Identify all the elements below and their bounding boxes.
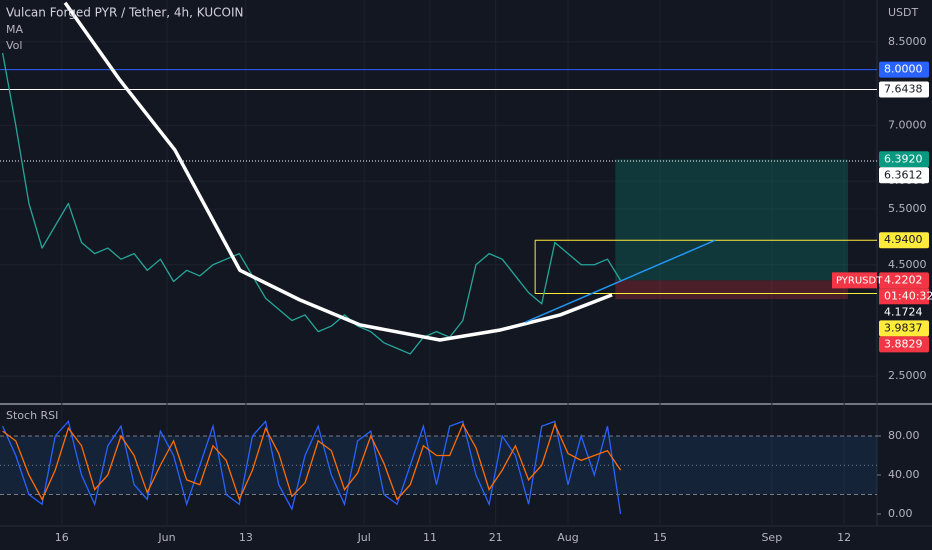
y-tick-label: 7.0000 [888,118,927,131]
stoch-title: Stoch RSI [6,409,58,422]
y-tick-label: 2.5000 [888,369,927,382]
price-label-box [879,232,929,249]
x-tick-label: Jul [357,531,371,544]
x-tick-label: 16 [55,531,69,544]
trend-line [524,239,716,323]
countdown: 01:40:32 [884,289,932,302]
price-label-box [879,336,929,353]
price-label: 8.0000 [884,63,923,76]
x-tick-label: 15 [653,531,667,544]
x-tick-label: 11 [423,531,437,544]
x-tick-label: 12 [837,531,851,544]
price-label-box [879,151,929,168]
y-tick-label: 0.00 [888,507,913,520]
main-pane [0,0,877,526]
price-label: 3.9837 [884,321,923,334]
profit-zone [615,159,849,281]
price-label: 3.8829 [884,337,923,350]
currency-label: USDT [888,6,919,19]
x-tick-label: Aug [557,531,578,544]
x-tick-label: Sep [761,531,782,544]
symbol-tag: PYRUSDT [836,275,883,286]
price-label: 6.3612 [884,168,923,181]
loss-zone [615,280,849,300]
stoch-line [2,422,622,502]
y-tick-label: 5.5000 [888,202,927,215]
price-label: 4.9400 [884,233,923,246]
y-tick-label: 8.5000 [888,35,927,48]
price-label: 4.1724 [884,305,923,318]
y-tick-label: 4.5000 [888,258,927,271]
y-tick-label: 80.00 [888,429,920,442]
indicator-label: MA [6,23,23,36]
x-tick-label: 21 [489,531,503,544]
symbol-tag-box [832,272,877,289]
price-label-box [879,320,929,337]
chart-title: Vulcan Forged PYR / Tether, 4h, KUCOIN [6,6,243,20]
series-line [63,1,613,342]
countdown-box [879,288,929,305]
stoch-pane [0,419,881,515]
price-label-box [879,81,929,98]
x-tick-label: 13 [239,531,253,544]
price-label-box [879,304,929,321]
price-label-box [879,61,929,78]
indicator-label: Vol [6,39,22,52]
stoch-line [2,419,622,515]
y-tick-label: 40.00 [888,468,920,481]
x-tick-label: Jun [157,531,175,544]
price-label: 6.3920 [884,152,923,165]
series-line [1,52,622,355]
stoch-band [0,435,877,495]
price-label-box [879,167,929,184]
price-label: 4.2202 [884,273,923,286]
overlay: Vulcan Forged PYR / Tether, 4h, KUCOIN M… [6,6,932,545]
price-label-box [879,272,929,289]
price-label: 7.6438 [884,83,923,96]
